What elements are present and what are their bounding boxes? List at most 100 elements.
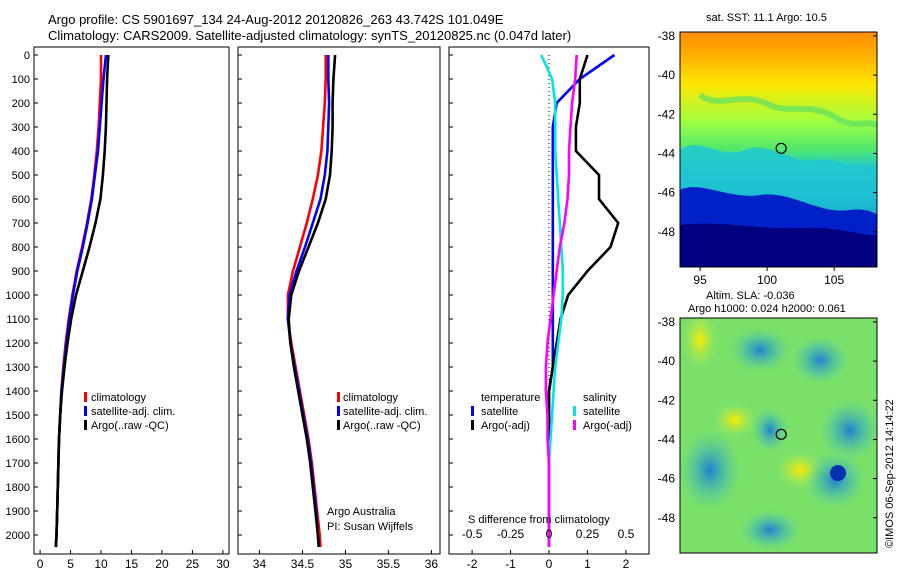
sla-deep-anomaly	[830, 465, 846, 481]
sst-map	[680, 32, 877, 267]
x-tick-label: 35	[339, 557, 353, 571]
x-tick-label: 34	[253, 557, 267, 571]
depth-tick-label: 1800	[6, 482, 30, 494]
x-tick-label: 30	[216, 557, 230, 571]
depth-tick-label: 1300	[6, 362, 30, 374]
sla-low-anomaly	[740, 510, 800, 550]
depth-tick-label: 1900	[6, 506, 30, 518]
depth-tick-label: 1100	[6, 314, 30, 326]
series-line-argo-raw-qc-	[287, 54, 337, 548]
sla-low-anomaly	[680, 430, 740, 510]
depth-tick-label: 800	[12, 242, 30, 254]
x-tick-label: 0	[546, 557, 553, 571]
x-tick-label: 20	[155, 557, 169, 571]
depth-tick-label: 700	[12, 218, 30, 230]
header-line1: Argo profile: CS 5901697_134 24-Aug-2012…	[48, 12, 504, 27]
legend-label-s-argo: Argo(-adj)	[583, 420, 632, 432]
salinity-plot: 34 34.5 35 35.5 36	[253, 54, 439, 571]
legend-swatch-s-argo	[573, 420, 576, 430]
lat-tick-label: -38	[658, 29, 676, 43]
temperature-plot: 0 5 10 15 20 25 30	[37, 54, 230, 571]
depth-tick-label: 300	[12, 122, 30, 134]
depth-tick-label: 900	[12, 266, 30, 278]
x-tick-label: 34.5	[291, 557, 315, 571]
x-tick-label: 36	[425, 557, 439, 571]
credit-pi: PI: Susan Wijffels	[327, 521, 413, 533]
lat-tick-label: -48	[658, 511, 676, 525]
sla-map	[680, 318, 877, 553]
sla-argo-marker	[775, 428, 787, 440]
lat-tick-label: -44	[658, 432, 676, 446]
lon-tick-label: 95	[693, 273, 707, 287]
x-tick-label: 10	[94, 557, 108, 571]
depth-tick-label: 400	[12, 146, 30, 158]
temperature-panel	[33, 46, 230, 555]
lat-tick-label: -48	[658, 225, 676, 239]
series-line-satellite	[547, 53, 616, 547]
s-tick-label: 0.5	[618, 527, 635, 541]
depth-tick-label: 1700	[6, 458, 30, 470]
legend-label-t-argo: Argo(-adj)	[481, 420, 530, 432]
sla-map-frame	[679, 317, 878, 554]
series-line-argo-adj-s	[544, 54, 578, 547]
legend-swatch-climatology	[84, 392, 87, 402]
sla-high-anomaly	[682, 318, 718, 370]
legend-header-temperature: temperature	[481, 392, 540, 404]
imos-credit: ©IMOS 06-Sep-2012 14:14:22	[884, 399, 896, 548]
depth-axis: 0 100 200 300 400 500 600 700 800 900 1000 1100 1200…	[6, 50, 453, 542]
salinity-panel	[237, 46, 441, 555]
credit-argo-australia: Argo Australia	[327, 506, 396, 518]
lat-tick-label: -44	[658, 146, 676, 160]
series-line-climatology	[286, 55, 328, 548]
depth-tick-label: 600	[12, 194, 30, 206]
depth-tick-label: 2000	[6, 530, 30, 542]
lon-tick-label: 100	[757, 273, 777, 287]
legend-label-argo: Argo(..raw -QC)	[91, 420, 169, 432]
depth-tick-label: 0	[24, 50, 30, 62]
sst-map-axes: -38 -40 -42 -44 -46 -48 95 100 105	[658, 29, 877, 287]
depth-tick-label: 1500	[6, 410, 30, 422]
sla-high-anomaly	[713, 402, 757, 438]
series-line-climatology	[54, 55, 103, 548]
lon-tick-label: 105	[824, 273, 844, 287]
lat-tick-label: -40	[658, 68, 676, 82]
salinity-legend: climatology satellite-adj. clim. Argo(..…	[327, 392, 427, 533]
depth-tick-label: 1200	[6, 338, 30, 350]
x-tick-label: 35.5	[377, 557, 401, 571]
difference-plot: -2 -1 0 1 2 -0.5 -0.25 0 0.25 0.5	[462, 53, 635, 571]
series-line-argo-raw-qc-	[54, 54, 110, 548]
legend-label-satellite: satellite-adj. clim.	[343, 406, 427, 418]
lat-tick-label: -38	[658, 315, 676, 329]
lat-tick-label: -46	[658, 186, 676, 200]
depth-tick-label: 200	[12, 98, 30, 110]
s-tick-label: 0.25	[576, 527, 600, 541]
s-tick-label: -0.25	[497, 527, 525, 541]
x-tick-label: 0	[37, 557, 44, 571]
depth-tick-label: 1000	[6, 290, 30, 302]
sst-argo-marker	[775, 142, 787, 154]
sst-coldest-water	[680, 223, 877, 267]
sla-map-subtitle: Argo h1000: 0.024 h2000: 0.061	[688, 303, 846, 315]
depth-tick-label: 500	[12, 170, 30, 182]
sst-green-band	[698, 92, 877, 128]
lat-tick-label: -46	[658, 472, 676, 486]
x-tick-label: -1	[505, 557, 516, 571]
x-tick-label: 1	[584, 557, 591, 571]
x-tick-label: 15	[125, 557, 139, 571]
sla-map-axes: -38 -40 -42 -44 -46 -48	[658, 315, 877, 525]
legend-swatch-t-satellite	[471, 406, 474, 416]
header-line2: Climatology: CARS2009. Satellite-adjuste…	[48, 28, 571, 43]
x-tick-label: -2	[467, 557, 478, 571]
sla-low-anomaly	[730, 328, 790, 372]
sla-low-anomaly	[752, 408, 788, 452]
legend-label-climatology: climatology	[343, 392, 399, 404]
legend-label-s-satellite: satellite	[583, 406, 620, 418]
legend-label-t-satellite: satellite	[481, 406, 518, 418]
sla-low-anomaly	[792, 336, 848, 384]
series-line-satellite-adj-clim-	[54, 54, 108, 548]
sst-map-frame	[679, 31, 878, 268]
depth-tick-label: 1600	[6, 434, 30, 446]
legend-swatch-satellite	[337, 406, 340, 416]
x-tick-label: 25	[186, 557, 200, 571]
